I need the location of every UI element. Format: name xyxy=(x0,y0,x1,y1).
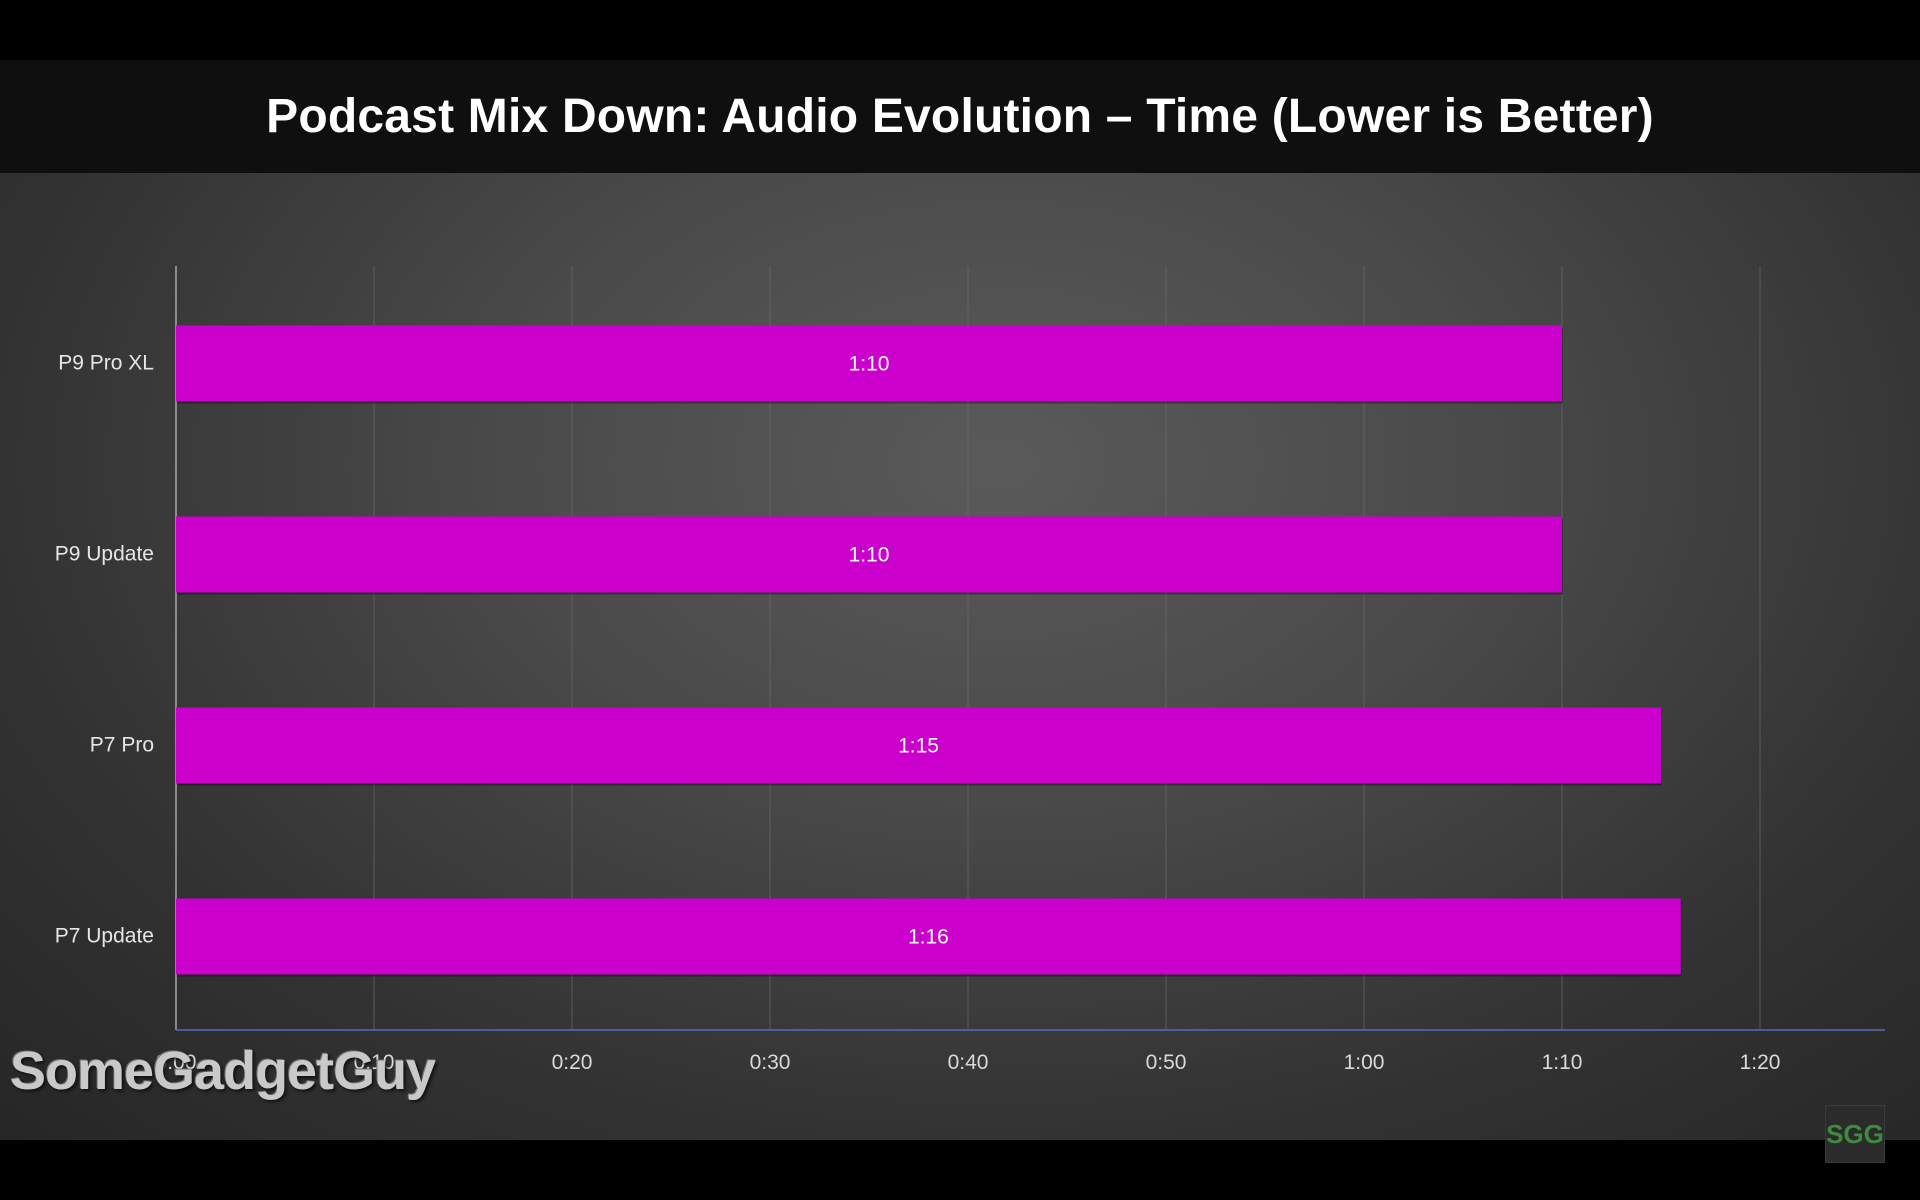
sgg-logo: SGG xyxy=(1825,1105,1885,1163)
x-tick-label: 1:00 xyxy=(1344,1051,1385,1074)
x-tick-label: 0:30 xyxy=(750,1051,791,1074)
x-tick-label: 0:20 xyxy=(552,1051,593,1074)
x-tick-label: 0:10 xyxy=(354,1051,395,1074)
bar-chart: 0:00 0:10 0:20 0:30 0:40 0:50 1:00 1:10 1:20 1:10… xyxy=(55,266,1885,1074)
bar xyxy=(176,898,1681,975)
x-tick-label: 0:00 xyxy=(156,1051,197,1074)
x-tick-label: 1:10 xyxy=(1542,1051,1583,1074)
bar xyxy=(176,325,1562,402)
bar xyxy=(176,516,1562,593)
data-label: 1:15 xyxy=(898,735,939,758)
chart-plot-area: 0:00 0:10 0:20 0:30 0:40 0:50 1:00 1:10 1:20 1:10… xyxy=(0,173,1920,1140)
chart-title: Podcast Mix Down: Audio Evolution – Time… xyxy=(266,90,1654,143)
category-label: P7 Update xyxy=(55,925,154,948)
category-label: P9 Pro XL xyxy=(58,352,154,375)
x-tick-label: 0:50 xyxy=(1146,1051,1187,1074)
data-label: 1:10 xyxy=(849,353,890,376)
data-label: 1:16 xyxy=(908,926,949,949)
x-tick-label: 0:40 xyxy=(948,1051,989,1074)
watermark-text: SomeGadgetGuy xyxy=(10,1041,436,1101)
category-label: P7 Pro xyxy=(90,734,154,757)
data-label: 1:10 xyxy=(849,544,890,567)
title-bar: Podcast Mix Down: Audio Evolution – Time… xyxy=(0,60,1920,173)
bar xyxy=(176,707,1661,784)
x-tick-label: 1:20 xyxy=(1740,1051,1781,1074)
category-label: P9 Update xyxy=(55,543,154,566)
